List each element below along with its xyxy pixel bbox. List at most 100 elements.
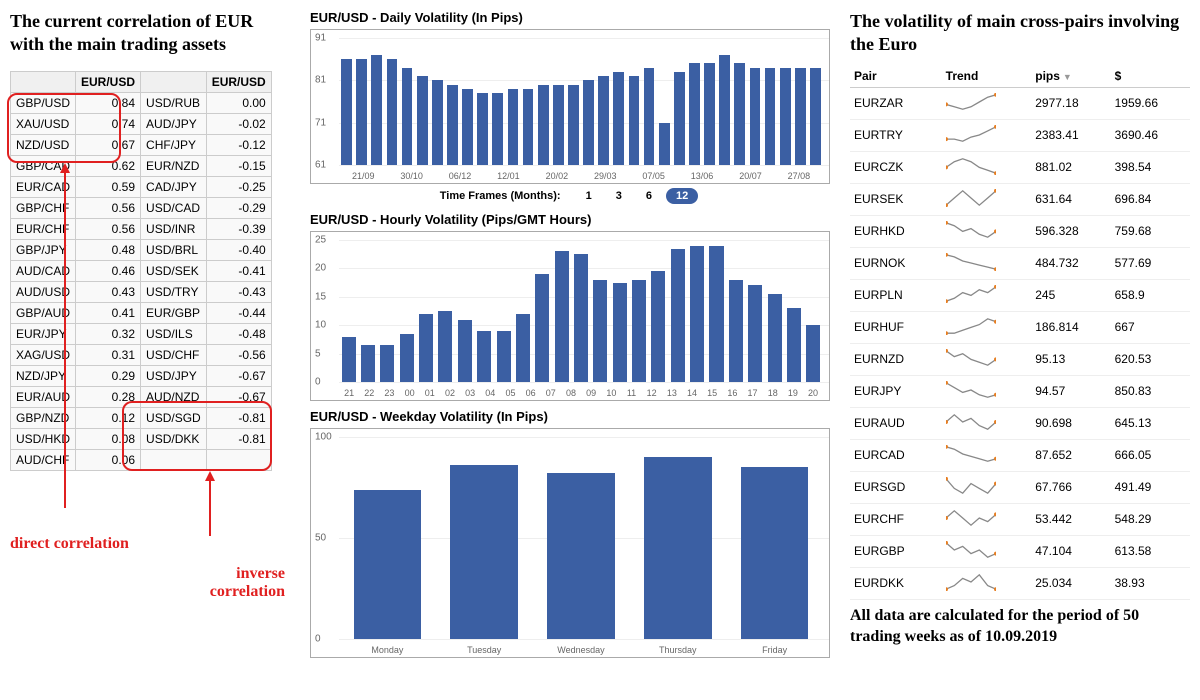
bar xyxy=(387,59,398,165)
bar xyxy=(535,274,549,382)
x-tick-label: Friday xyxy=(726,645,823,655)
timeframe-button-1[interactable]: 1 xyxy=(576,188,602,204)
table-row: GBP/NZD0.12USD/SGD-0.81 xyxy=(11,407,272,428)
timeframe-row: Time Frames (Months): 13612 xyxy=(310,188,830,204)
pair-cell: USD/CHF xyxy=(141,344,207,365)
usd-cell: 577.69 xyxy=(1111,247,1190,279)
y-tick-label: 10 xyxy=(315,320,326,331)
trend-cell xyxy=(942,375,1032,407)
timeframe-button-3[interactable]: 3 xyxy=(606,188,632,204)
bar xyxy=(689,63,700,165)
bar xyxy=(354,490,422,639)
bar xyxy=(432,80,443,165)
x-tick-label: 05 xyxy=(500,388,520,398)
pair-cell: CAD/JPY xyxy=(141,176,207,197)
table-row: EUR/AUD0.28AUD/NZD-0.67 xyxy=(11,386,272,407)
bar xyxy=(613,283,627,382)
x-tick-label: 29/03 xyxy=(581,171,629,181)
trend-cell xyxy=(942,343,1032,375)
pair-cell: EURAUD xyxy=(850,407,942,439)
th-trend[interactable]: Trend xyxy=(942,65,1032,88)
usd-cell: 548.29 xyxy=(1111,503,1190,535)
table-row: GBP/CAD0.62EUR/NZD-0.15 xyxy=(11,155,272,176)
bar xyxy=(402,68,413,165)
sparkline-icon xyxy=(946,93,996,111)
x-tick-label: 04 xyxy=(480,388,500,398)
pair-cell: EURHKD xyxy=(850,215,942,247)
table-row: EURCAD87.652666.05 xyxy=(850,439,1190,471)
table-row: AUD/USD0.43USD/TRY-0.43 xyxy=(11,281,272,302)
table-row: EURAUD90.698645.13 xyxy=(850,407,1190,439)
pair-cell: EURSEK xyxy=(850,183,942,215)
pair-cell: USD/ILS xyxy=(141,323,207,344)
bar xyxy=(547,473,615,639)
inverse-arrow-line xyxy=(209,481,211,536)
timeframe-button-6[interactable]: 6 xyxy=(636,188,662,204)
pips-cell: 596.328 xyxy=(1031,215,1110,247)
table-row: EUR/JPY0.32USD/ILS-0.48 xyxy=(11,323,272,344)
bar xyxy=(477,93,488,165)
value-cell: 0.29 xyxy=(76,365,141,386)
th-eurusd-1: EUR/USD xyxy=(76,71,141,92)
x-tick-label: 20 xyxy=(803,388,823,398)
y-tick-label: 15 xyxy=(315,291,326,302)
timeframe-button-12[interactable]: 12 xyxy=(666,188,698,204)
bar xyxy=(644,68,655,165)
x-tick-label: 23 xyxy=(379,388,399,398)
th-blank2 xyxy=(141,71,207,92)
value-cell: 0.31 xyxy=(76,344,141,365)
pair-cell: USD/JPY xyxy=(141,365,207,386)
table-row: EURGBP47.104613.58 xyxy=(850,535,1190,567)
x-tick-label: 21 xyxy=(339,388,359,398)
value-cell: -0.02 xyxy=(206,113,271,134)
bar xyxy=(583,80,594,165)
bar xyxy=(719,55,730,165)
trend-cell xyxy=(942,119,1032,151)
pips-cell: 186.814 xyxy=(1031,311,1110,343)
bar xyxy=(598,76,609,165)
usd-cell: 613.58 xyxy=(1111,535,1190,567)
bar xyxy=(741,467,809,639)
x-tick-label: 20/07 xyxy=(726,171,774,181)
table-row: EURNOK484.732577.69 xyxy=(850,247,1190,279)
sparkline-icon xyxy=(946,285,996,303)
trend-cell xyxy=(942,407,1032,439)
bar xyxy=(568,85,579,165)
value-cell: 0.48 xyxy=(76,239,141,260)
th-pair[interactable]: Pair xyxy=(850,65,942,88)
value-cell: -0.40 xyxy=(206,239,271,260)
table-row: AUD/CAD0.46USD/SEK-0.41 xyxy=(11,260,272,281)
table-row: EURCZK881.02398.54 xyxy=(850,151,1190,183)
table-row: EURZAR2977.181959.66 xyxy=(850,87,1190,119)
x-tick-label: 27/08 xyxy=(775,171,823,181)
value-cell: -0.56 xyxy=(206,344,271,365)
usd-cell: 667 xyxy=(1111,311,1190,343)
value-cell: -0.81 xyxy=(206,428,271,449)
correlation-table: EUR/USD EUR/USD GBP/USD0.84USD/RUB0.00XA… xyxy=(10,71,272,471)
value-cell: 0.41 xyxy=(76,302,141,323)
bar xyxy=(629,76,640,165)
x-tick-label: 06 xyxy=(521,388,541,398)
trend-cell xyxy=(942,311,1032,343)
x-tick-label: 20/02 xyxy=(533,171,581,181)
bar xyxy=(768,294,782,382)
value-cell: 0.08 xyxy=(76,428,141,449)
trend-cell xyxy=(942,151,1032,183)
y-tick-label: 20 xyxy=(315,263,326,274)
pair-cell: EUR/GBP xyxy=(141,302,207,323)
hourly-chart: 0510152025212223000102030405060708091011… xyxy=(310,231,830,401)
table-row: GBP/CHF0.56USD/CAD-0.29 xyxy=(11,197,272,218)
value-cell: -0.41 xyxy=(206,260,271,281)
pair-cell: USD/INR xyxy=(141,218,207,239)
bar xyxy=(795,68,806,165)
th-pips[interactable]: pips▼ xyxy=(1031,65,1110,88)
pair-cell: USD/RUB xyxy=(141,92,207,113)
x-tick-label: 30/10 xyxy=(387,171,435,181)
th-usd[interactable]: $ xyxy=(1111,65,1190,88)
bar xyxy=(613,72,624,165)
table-row: EURJPY94.57850.83 xyxy=(850,375,1190,407)
pair-cell: EURCHF xyxy=(850,503,942,535)
table-row: EUR/CHF0.56USD/INR-0.39 xyxy=(11,218,272,239)
bar xyxy=(516,314,530,382)
pair-cell: USD/BRL xyxy=(141,239,207,260)
